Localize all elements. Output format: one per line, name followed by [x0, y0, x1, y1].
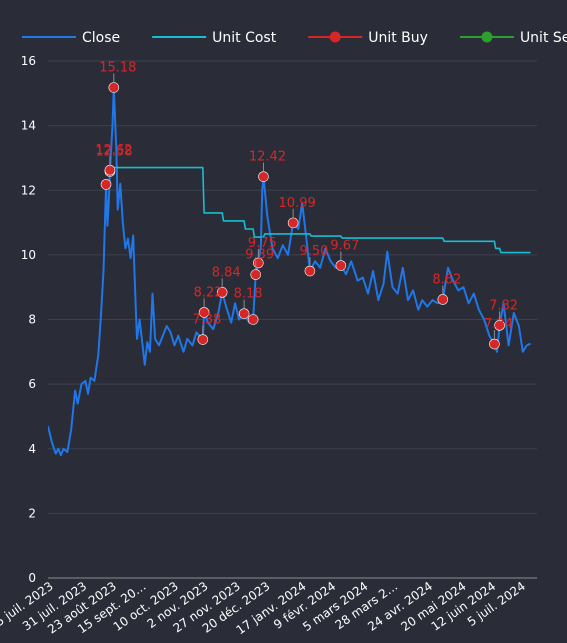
y-tick-label: 8: [28, 313, 36, 327]
series-unit-buy-marker: [197, 334, 209, 345]
series-unit-buy-marker: [250, 269, 262, 280]
y-tick-label: 10: [21, 248, 36, 262]
data-label: 9.67: [330, 239, 359, 254]
series-unit-buy-marker: [104, 164, 116, 176]
data-label: 8.22: [194, 285, 223, 300]
legend-label-unit-cost: Unit Cost: [212, 30, 277, 46]
y-tick-label: 2: [28, 506, 36, 520]
data-label: 9.75: [248, 236, 277, 251]
series-unit-buy-marker: [287, 217, 299, 229]
series-unit-buy-marker: [489, 338, 500, 350]
legend-label-close: Close: [82, 30, 120, 46]
series-unit-buy-marker: [258, 171, 269, 182]
y-tick-label: 4: [28, 442, 36, 456]
legend-marker-unit-buy: [329, 31, 341, 43]
y-tick-label: 14: [21, 119, 36, 133]
legend-item-unit-buy: Unit Buy: [308, 30, 428, 46]
series-unit-buy-marker: [335, 260, 347, 271]
legend-item-close: Close: [22, 30, 120, 46]
legend-marker-unit-sell: [481, 31, 493, 43]
series-unit-buy-marker: [100, 179, 112, 190]
data-label: 12.42: [249, 150, 286, 165]
series-unit-buy-marker: [304, 265, 316, 277]
series-unit-buy-marker: [108, 82, 120, 93]
data-label: 10.99: [279, 196, 316, 211]
data-label: 8.18: [234, 287, 263, 302]
y-tick-label: 0: [28, 571, 36, 585]
y-tick-label: 6: [28, 377, 36, 391]
data-label: 15.18: [99, 60, 136, 75]
legend-label-unit-sell: Unit Sell: [520, 30, 567, 46]
series-unit-cost-line: [109, 166, 531, 254]
data-label: 8.62: [432, 272, 461, 287]
y-tick-label: 12: [21, 183, 36, 197]
series-unit-buy-marker: [437, 294, 449, 305]
series-unit-buy-marker: [247, 314, 259, 325]
data-label: 9.39: [245, 248, 274, 263]
legend-item-unit-sell: Unit Sell: [459, 30, 567, 46]
legend: Close Unit Cost Unit Buy Unit Sell: [22, 30, 567, 46]
data-label: 7.38: [192, 313, 221, 328]
legend-label-unit-buy: Unit Buy: [368, 30, 428, 46]
y-tick-label: 16: [21, 54, 36, 68]
data-label: 7.24: [484, 317, 513, 332]
data-label: 8.84: [212, 265, 241, 280]
data-label: 9.50: [299, 244, 328, 259]
series-layer: [48, 82, 531, 457]
series-unit-buy-marker: [238, 308, 250, 319]
legend-item-unit-cost: Unit Cost: [152, 30, 277, 46]
data-label: 12.62: [95, 143, 132, 158]
data-label: 7.82: [489, 298, 518, 313]
data-label: 12.58: [95, 145, 132, 160]
